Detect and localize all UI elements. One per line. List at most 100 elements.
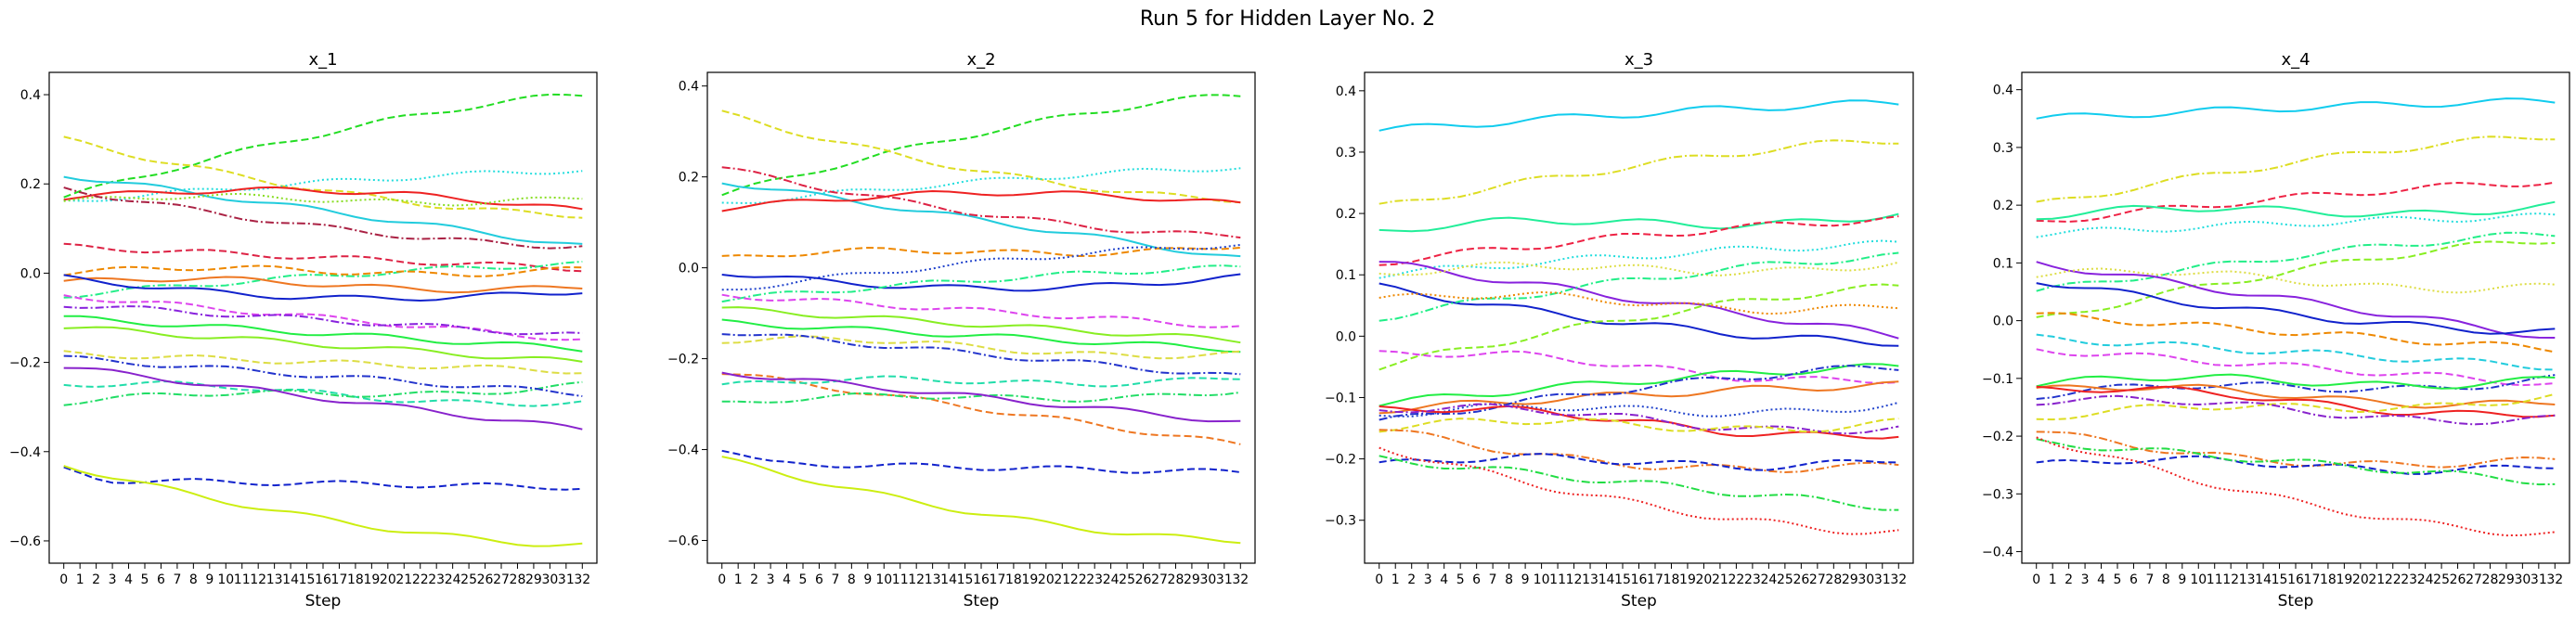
x-tick-label: 15 (299, 572, 316, 587)
y-tick-label: 0.1 (1336, 268, 1356, 283)
subplot-title: x_3 (1625, 50, 1653, 70)
x-tick-label: 24 (2417, 572, 2434, 587)
series-line (1379, 403, 1899, 435)
x-tick-label: 3 (2081, 572, 2090, 587)
x-tick-label: 30 (1858, 572, 1874, 587)
x-tick-label: 26 (2450, 572, 2466, 587)
subplot-3: −0.3−0.2−0.10.00.10.20.30.40 1 2 3 4 5 6 7 8 9 10 1… (1325, 50, 1914, 611)
axes-frame (2021, 71, 2570, 564)
series-line (63, 175, 583, 245)
series-line (63, 326, 583, 363)
x-tick-label: 5 (1456, 572, 1465, 587)
x-tick-label: 16 (1631, 572, 1648, 587)
x-tick-label: 9 (863, 572, 872, 587)
x-tick-label: 18 (1005, 572, 1022, 587)
x-tick-label: 6 (2129, 572, 2138, 587)
series-line (1379, 215, 1899, 266)
x-tick-label: 24 (1760, 572, 1777, 587)
series-line (1379, 446, 1899, 535)
y-tick-label: 0.0 (1993, 315, 2013, 329)
x-tick-label: 14 (940, 572, 957, 587)
x-tick-label: 7 (1489, 572, 1497, 587)
x-tick-label: 2 (2065, 572, 2073, 587)
x-tick-label: 9 (2178, 572, 2186, 587)
x-tick-label: 16 (2287, 572, 2304, 587)
x-tick-label: 4 (783, 572, 791, 587)
x-tick-label: 0 (718, 572, 726, 587)
x-tick-label: 21 (1712, 572, 1728, 587)
y-tick-label: −0.4 (9, 445, 41, 460)
axes-frame (48, 71, 598, 564)
x-tick-label: 5 (2114, 572, 2122, 587)
y-tick-label: −0.4 (667, 443, 699, 458)
series-line (721, 333, 1241, 376)
x-tick-label: 14 (282, 572, 299, 587)
x-tick-label: 4 (2097, 572, 2105, 587)
series-line (721, 189, 1241, 212)
y-tick-label: −0.3 (1982, 487, 2013, 502)
series-line (2036, 231, 2556, 292)
series-line (721, 449, 1241, 474)
y-tick-label: −0.2 (667, 353, 699, 367)
y-tick-label: 0.2 (1993, 199, 2013, 213)
x-tick-label: 30 (1199, 572, 1216, 587)
x-tick-label: 29 (2498, 572, 2515, 587)
series-line (2036, 282, 2556, 335)
series-line (1379, 455, 1899, 511)
series-line (1379, 283, 1899, 371)
x-tick-label: 12 (250, 572, 266, 587)
x-tick-label: 32 (2546, 572, 2563, 587)
y-tick-label: 0.3 (1336, 146, 1356, 161)
x-tick-label: 1 (2049, 572, 2057, 587)
x-tick-label: 20 (380, 572, 396, 587)
x-tick-label: 6 (815, 572, 823, 587)
x-tick-label: 10 (2190, 572, 2207, 587)
y-tick-label: −0.1 (1325, 391, 1356, 405)
x-tick-label: 16 (973, 572, 990, 587)
x-tick-label: 29 (525, 572, 542, 587)
x-tick-label: 4 (124, 572, 133, 587)
series-line (63, 93, 583, 199)
y-tick-label: −0.3 (1325, 514, 1356, 529)
series-line (2036, 431, 2556, 469)
x-tick-label: 21 (2368, 572, 2385, 587)
x-tick-label: 7 (2145, 572, 2154, 587)
series-line (63, 170, 583, 202)
x-tick-label: 19 (363, 572, 380, 587)
y-tick-label: 0.4 (1336, 84, 1356, 99)
y-tick-label: −0.2 (1325, 453, 1356, 468)
series-line (2036, 200, 2556, 221)
x-tick-label: 20 (1696, 572, 1713, 587)
series-line (2036, 392, 2556, 421)
x-axis-label: Step (964, 592, 1000, 611)
x-tick-label: 30 (541, 572, 558, 587)
x-tick-label: 5 (799, 572, 808, 587)
x-tick-label: 32 (1890, 572, 1907, 587)
x-tick-label: 18 (347, 572, 364, 587)
x-tick-label: 27 (1151, 572, 1168, 587)
series-line (721, 375, 1241, 388)
series-line (2036, 455, 2556, 475)
x-tick-label: 29 (1842, 572, 1858, 587)
axes-frame (706, 71, 1256, 564)
x-axis-label: Step (2278, 592, 2314, 611)
series-line (2036, 261, 2556, 339)
series-line (2036, 438, 2556, 486)
y-tick-label: 0.4 (679, 80, 699, 95)
x-tick-label: 3 (767, 572, 775, 587)
y-tick-label: 0.3 (1993, 141, 2013, 156)
series-line (1379, 251, 1899, 322)
x-tick-label: 18 (2320, 572, 2337, 587)
series-line (1379, 429, 1899, 474)
series-line (721, 246, 1241, 258)
x-tick-label: 10 (875, 572, 892, 587)
subplot-4: −0.4−0.3−0.2−0.10.00.10.20.30.40 1 2 3 4 5 6 7 8… (1982, 50, 2570, 611)
y-tick-label: −0.6 (667, 534, 699, 549)
series-line (1379, 99, 1899, 132)
x-tick-label: 3 (109, 572, 117, 587)
x-tick-label: 4 (1440, 572, 1448, 587)
series-line (1379, 418, 1899, 433)
series-line (2036, 267, 2556, 294)
x-tick-label: 19 (1679, 572, 1696, 587)
